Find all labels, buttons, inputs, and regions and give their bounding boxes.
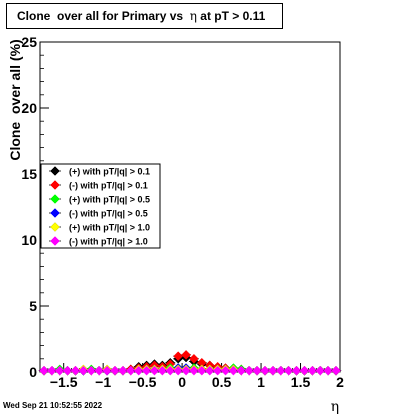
data-point bbox=[173, 365, 184, 376]
data-point bbox=[275, 365, 286, 376]
legend-label: (+) with pT/|q| > 1.0 bbox=[69, 223, 150, 233]
data-point bbox=[331, 365, 341, 376]
legend-label: (+) with pT/|q| > 0.1 bbox=[69, 167, 150, 177]
data-point bbox=[181, 365, 191, 376]
y-tick-label: 20 bbox=[21, 100, 37, 116]
data-point bbox=[54, 365, 65, 376]
x-tick-label: 2 bbox=[336, 374, 344, 390]
data-point bbox=[291, 365, 302, 376]
chart-title-suffix: at pT > 0.11 bbox=[196, 9, 266, 23]
data-point bbox=[212, 365, 223, 376]
chart-title: Clone over all for Primary vs η at pT > … bbox=[6, 3, 283, 29]
legend-marker bbox=[50, 236, 60, 246]
data-point bbox=[141, 365, 152, 376]
data-point bbox=[94, 365, 105, 376]
legend-label: (+) with pT/|q| > 0.5 bbox=[69, 195, 150, 205]
data-point bbox=[189, 365, 199, 376]
data-point bbox=[62, 365, 73, 376]
legend-label: (-) with pT/|q| > 0.1 bbox=[69, 181, 148, 191]
data-point bbox=[157, 365, 168, 376]
data-point bbox=[70, 365, 81, 376]
data-point bbox=[204, 365, 215, 376]
data-point bbox=[118, 365, 128, 376]
x-tick-label: 1.5 bbox=[291, 374, 311, 390]
data-point bbox=[110, 365, 120, 376]
x-tick-label: 1 bbox=[257, 374, 265, 390]
data-point bbox=[236, 365, 247, 376]
data-point bbox=[299, 365, 310, 376]
data-point bbox=[181, 349, 191, 360]
x-tick-label: 0 bbox=[178, 374, 186, 390]
legend-label: (-) with pT/|q| > 0.5 bbox=[69, 209, 148, 219]
data-point bbox=[196, 365, 207, 376]
data-point bbox=[149, 365, 160, 376]
data-point bbox=[46, 365, 57, 376]
data-point bbox=[228, 365, 239, 376]
data-point bbox=[165, 365, 176, 376]
data-point bbox=[315, 365, 326, 376]
data-point bbox=[283, 365, 294, 376]
data-points bbox=[38, 349, 342, 376]
data-point bbox=[78, 365, 89, 376]
data-point bbox=[133, 365, 144, 376]
legend: (+) with pT/|q| > 0.1 (-) with pT/|q| > 0… bbox=[40, 163, 161, 249]
x-tick-label: −1 bbox=[95, 374, 111, 390]
data-point bbox=[86, 365, 97, 376]
data-point bbox=[323, 365, 334, 376]
legend-marker bbox=[50, 208, 60, 218]
legend-marker bbox=[50, 180, 60, 190]
data-point bbox=[220, 365, 231, 376]
data-point bbox=[307, 365, 318, 376]
y-tick-label: 15 bbox=[21, 166, 37, 182]
data-point bbox=[268, 365, 278, 376]
y-tick-label: 0 bbox=[29, 364, 37, 380]
data-point bbox=[39, 365, 49, 376]
legend-marker bbox=[50, 166, 60, 176]
chart-title-symbol: η bbox=[189, 9, 197, 23]
x-tick-label: −1.5 bbox=[50, 374, 78, 390]
y-tick-label: 25 bbox=[21, 34, 37, 50]
y-tick-label: 5 bbox=[29, 298, 37, 314]
legend-marker bbox=[50, 194, 60, 204]
data-point bbox=[252, 365, 262, 376]
legend-marker bbox=[50, 222, 60, 232]
legend-box bbox=[40, 163, 161, 249]
data-point bbox=[125, 365, 136, 376]
y-tick-label: 10 bbox=[21, 232, 37, 248]
timestamp: Wed Sep 21 10:52:55 2022 bbox=[3, 401, 103, 410]
data-point bbox=[260, 365, 270, 376]
x-tick-label: 0.5 bbox=[212, 374, 232, 390]
x-tick-label: −0.5 bbox=[129, 374, 157, 390]
y-axis-label: Clone over all (%) bbox=[7, 39, 23, 160]
data-point bbox=[102, 365, 112, 376]
data-point bbox=[244, 365, 255, 376]
legend-label: (-) with pT/|q| > 1.0 bbox=[69, 237, 148, 247]
x-axis-label: η bbox=[331, 399, 339, 414]
chart-title-prefix: Clone over all for Primary vs bbox=[17, 9, 190, 23]
